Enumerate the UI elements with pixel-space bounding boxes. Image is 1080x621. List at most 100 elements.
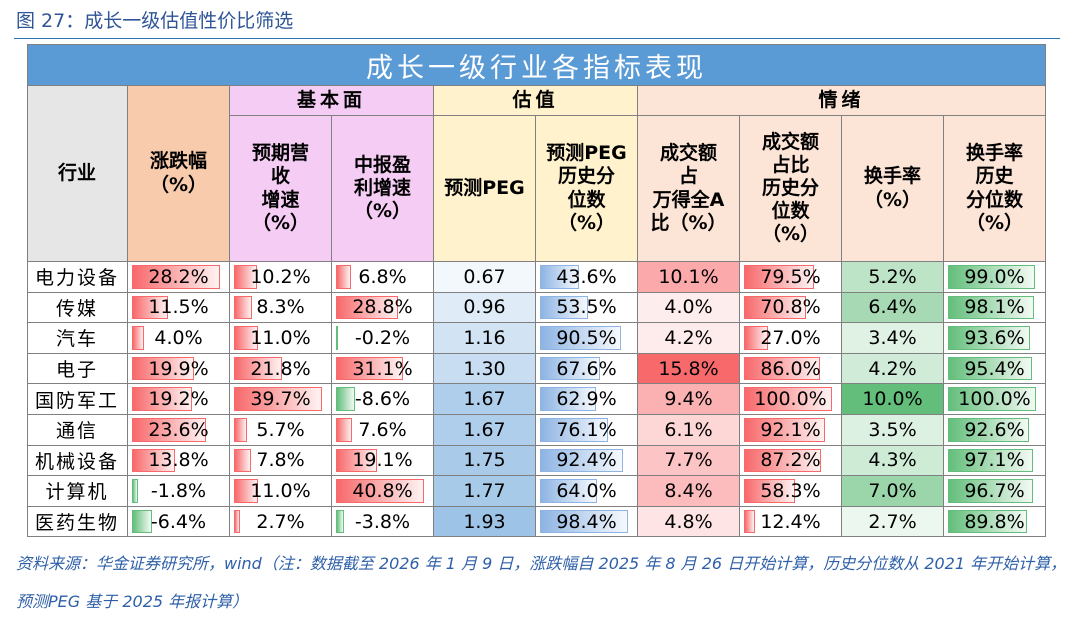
heat-fill — [842, 415, 943, 445]
data-cell: -1.8% — [128, 476, 230, 507]
data-cell: 8.4% — [638, 476, 740, 507]
cell-text: 11.5% — [148, 296, 209, 319]
heat-fill — [842, 353, 943, 384]
data-cell: 19.2% — [128, 384, 230, 415]
cell-text: -1.8% — [150, 479, 207, 502]
cell-text: 1.67 — [463, 418, 506, 441]
data-bar — [234, 326, 259, 350]
data-cell: 1.16 — [434, 323, 536, 354]
data-bar — [132, 356, 195, 381]
heat-fill — [434, 445, 535, 476]
heat-fill — [638, 476, 739, 506]
cell-text: -8.6% — [354, 388, 411, 411]
data-bar — [234, 387, 322, 411]
data-cell: 23.6% — [128, 415, 230, 446]
data-cell: 70.8% — [740, 292, 842, 324]
header-text: 涨跌幅 （%） — [149, 150, 208, 196]
cell-text: 19.1% — [352, 449, 413, 472]
data-bar — [540, 326, 621, 350]
cell-text: 电子 — [55, 359, 98, 382]
group-header: 基本面 — [230, 86, 434, 116]
header-text: 成交额 占比 历史分 位数 （%） — [761, 130, 820, 246]
cell-text: 10.2% — [250, 265, 311, 288]
cell-text: 电力设备 — [34, 267, 119, 290]
data-bar — [948, 448, 1034, 473]
data-cell: 53.5% — [536, 292, 638, 324]
row-label: 计算机 — [27, 476, 128, 507]
table-title: 成长一级行业各指标表现 — [27, 44, 1046, 86]
column-header: 预期营 收 增速 （%） — [230, 116, 332, 262]
cell-text: 1.75 — [463, 449, 506, 472]
cell-text: 4.0% — [154, 326, 203, 349]
data-cell: 79.5% — [740, 262, 842, 293]
cell-text: 机械设备 — [34, 450, 119, 473]
cell-text: -0.2% — [354, 326, 411, 349]
data-cell: 97.1% — [944, 445, 1046, 477]
data-cell: 76.1% — [536, 415, 638, 446]
cell-text: 28.2% — [148, 265, 209, 288]
data-bar — [948, 356, 1032, 381]
data-cell: 93.6% — [944, 323, 1046, 354]
cell-text: 6.8% — [358, 265, 407, 288]
data-cell: 87.2% — [740, 445, 842, 477]
data-bar — [336, 265, 351, 289]
data-cell: 12.4% — [740, 506, 842, 538]
row-label: 电力设备 — [27, 262, 128, 293]
header-text: 换手率 历史 分位数 （%） — [965, 142, 1024, 234]
data-cell: 10.0% — [842, 384, 944, 415]
cell-text: 98.4% — [556, 510, 617, 533]
heat-fill — [638, 292, 739, 323]
data-cell: -3.8% — [332, 506, 434, 538]
data-bar — [336, 356, 404, 381]
heat-fill — [434, 353, 535, 384]
data-cell: 0.67 — [434, 262, 536, 293]
data-bar — [540, 418, 609, 442]
heat-fill — [638, 506, 739, 537]
caption: 图 27：成长一级估值性价比筛选 — [16, 10, 294, 32]
cell-text: 3.4% — [868, 326, 917, 349]
data-cell: 0.96 — [434, 292, 536, 324]
cell-text: 5.7% — [256, 418, 305, 441]
data-cell: 1.77 — [434, 476, 536, 507]
cell-text: 计算机 — [45, 481, 109, 504]
cell-text: 86.0% — [760, 357, 821, 380]
cell-text: 95.4% — [964, 357, 1025, 380]
data-bar — [540, 295, 588, 320]
cell-text: 10.0% — [862, 388, 923, 411]
data-cell: 7.8% — [230, 445, 332, 477]
data-cell: 7.0% — [842, 476, 944, 507]
data-cell: 86.0% — [740, 353, 842, 385]
cell-text: 87.2% — [760, 449, 821, 472]
data-cell: 5.7% — [230, 415, 332, 446]
cell-text: 98.1% — [964, 296, 1025, 319]
cell-text: 90.5% — [556, 326, 617, 349]
heat-fill — [638, 384, 739, 414]
data-bar — [744, 448, 821, 473]
cell-text: 4.3% — [868, 449, 917, 472]
cell-text: 12.4% — [760, 510, 821, 533]
cell-text: 7.6% — [358, 418, 407, 441]
heat-fill — [434, 415, 535, 445]
heat-fill — [842, 476, 943, 506]
group-header: 情绪 — [638, 86, 1046, 116]
data-cell: 7.6% — [332, 415, 434, 446]
cell-text: -3.8% — [354, 510, 411, 533]
cell-text: 4.2% — [868, 357, 917, 380]
row-label: 通信 — [27, 415, 128, 446]
data-bar — [540, 448, 623, 473]
data-bar — [948, 479, 1034, 503]
data-bar — [540, 356, 601, 381]
cell-text: 97.1% — [964, 449, 1025, 472]
data-cell: 1.75 — [434, 445, 536, 477]
data-bar — [948, 387, 1036, 411]
header-text: 预测PEG — [444, 176, 525, 199]
data-cell: 1.67 — [434, 415, 536, 446]
cell-text: 11.0% — [250, 326, 311, 349]
heat-fill — [638, 415, 739, 445]
heat-fill — [638, 262, 739, 292]
data-bar — [744, 326, 768, 350]
cell-text: 27.0% — [760, 326, 821, 349]
data-cell: 10.2% — [230, 262, 332, 293]
data-bar — [234, 418, 247, 442]
data-cell: 4.0% — [638, 292, 740, 324]
